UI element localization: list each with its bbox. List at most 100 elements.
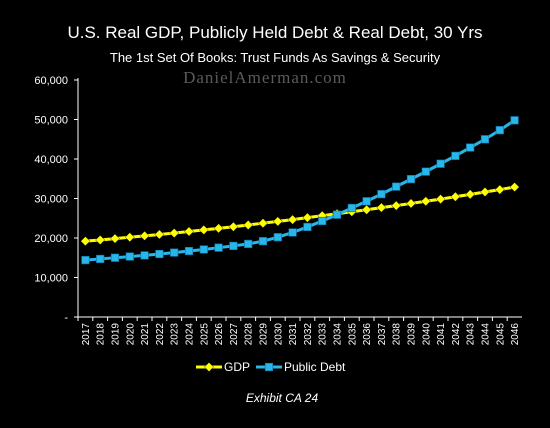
x-tick-label: 2032 (303, 323, 314, 346)
x-tick-label: 2024 (185, 323, 196, 346)
legend-public-debt-label: Public Debt (284, 360, 346, 374)
gdp-point (198, 225, 209, 235)
gdp-point (124, 232, 135, 243)
public-debt-point (362, 197, 371, 206)
public-debt-point (466, 143, 475, 152)
x-tick-label: 2045 (495, 323, 506, 346)
gdp-point (258, 218, 268, 229)
public-debt-point (140, 251, 149, 260)
gdp-point (465, 189, 476, 200)
public-debt-point (199, 245, 208, 254)
public-debt-point (406, 175, 416, 184)
x-tick-label: 2044 (481, 323, 492, 346)
public-debt-point (155, 249, 164, 259)
plot-area: 60,000 50,000 40,000 30,000 20,000 10,000 - 201… (34, 75, 522, 345)
x-tick-label: 2042 (451, 323, 462, 346)
gdp-point (213, 223, 224, 234)
gdp-point (95, 235, 106, 245)
y-tick-label: 50,000 (34, 115, 68, 127)
legend-public-debt-marker (264, 362, 274, 372)
public-debt-point (347, 203, 356, 213)
chart-subtitle: The 1st Set Of Books: Trust Funds As Sav… (110, 50, 441, 65)
x-tick-label: 2041 (436, 323, 447, 346)
gdp-point (420, 196, 431, 207)
gdp-point (110, 233, 120, 244)
x-tick-label: 2046 (510, 323, 521, 346)
gdp-point (154, 229, 165, 240)
x-tick-label: 2043 (466, 323, 477, 346)
public-debt-point (96, 254, 105, 264)
gdp-point (494, 184, 505, 195)
public-debt-point (273, 233, 282, 242)
public-debt-point (495, 126, 504, 135)
x-tick-label: 2039 (407, 323, 418, 346)
x-tick-label: 2035 (347, 323, 358, 346)
y-tick-label: 10,000 (34, 273, 68, 285)
x-tick-label: 2040 (421, 323, 432, 346)
public-debt-point (110, 253, 120, 262)
public-debt-point (184, 246, 194, 256)
gdp-point (376, 202, 387, 213)
x-tick-label: 2026 (214, 323, 225, 346)
gdp-point (302, 212, 313, 223)
public-debt-point (332, 210, 342, 219)
y-tick-label: 20,000 (34, 233, 68, 245)
public-debt-point (244, 239, 253, 249)
public-debt-point (377, 190, 386, 199)
x-tick-label: 2034 (333, 323, 344, 346)
public-debt-point (421, 167, 430, 176)
public-debt-point (125, 252, 134, 261)
gdp-point (272, 216, 283, 227)
gdp-point (406, 198, 416, 209)
x-tick-label: 2020 (125, 323, 136, 346)
gdp-point (287, 214, 298, 225)
x-tick-label: 2036 (362, 323, 373, 346)
x-tick-label: 2037 (377, 323, 388, 346)
public-debt-point (81, 256, 90, 265)
public-debt-point (214, 243, 223, 252)
public-debt-point (229, 241, 238, 251)
x-tick-label: 2025 (199, 323, 210, 346)
public-debt-point (436, 159, 445, 168)
legend: GDP Public Debt (196, 360, 346, 374)
gdp-point (435, 194, 446, 204)
chart-title: U.S. Real GDP, Publicly Held Debt & Real… (67, 23, 482, 42)
y-tick-label: 40,000 (34, 154, 68, 166)
gdp-point (80, 236, 91, 247)
x-tick-label: 2018 (96, 323, 107, 346)
x-tick-label: 2022 (155, 323, 166, 346)
x-tick-label: 2019 (111, 323, 122, 346)
public-debt-point (480, 135, 490, 144)
exhibit-caption: Exhibit CA 24 (246, 391, 319, 405)
x-tick-label: 2023 (170, 323, 181, 346)
public-debt-point (288, 228, 297, 237)
public-debt-point (451, 151, 460, 160)
gdp-point (169, 228, 180, 238)
gdp-point (509, 182, 520, 192)
x-tick-label: 2030 (273, 323, 284, 346)
watermark: DanielAmerman.com (183, 68, 347, 87)
gdp-point (391, 200, 402, 211)
gdp-point (139, 230, 150, 241)
gdp-point (228, 221, 239, 232)
gdp-point (184, 226, 194, 237)
x-tick-label: 2038 (392, 323, 403, 346)
x-tick-label: 2017 (81, 323, 92, 346)
public-debt-point (170, 248, 179, 257)
public-debt-point (510, 116, 519, 125)
x-tick-label: 2027 (229, 323, 240, 346)
x-tick-label: 2028 (244, 323, 255, 346)
gdp-point (361, 204, 372, 215)
x-tick-label: 2031 (288, 323, 299, 346)
x-tick-label: 2029 (259, 323, 270, 346)
public-debt-point (258, 237, 268, 246)
public-debt-point (303, 222, 312, 232)
public-debt-point (392, 182, 401, 191)
legend-gdp-marker (204, 362, 214, 372)
y-tick-label: - (64, 312, 68, 324)
y-tick-label: 30,000 (34, 194, 68, 206)
x-tick-label: 2021 (140, 323, 151, 346)
x-tick-label: 2033 (318, 323, 329, 346)
